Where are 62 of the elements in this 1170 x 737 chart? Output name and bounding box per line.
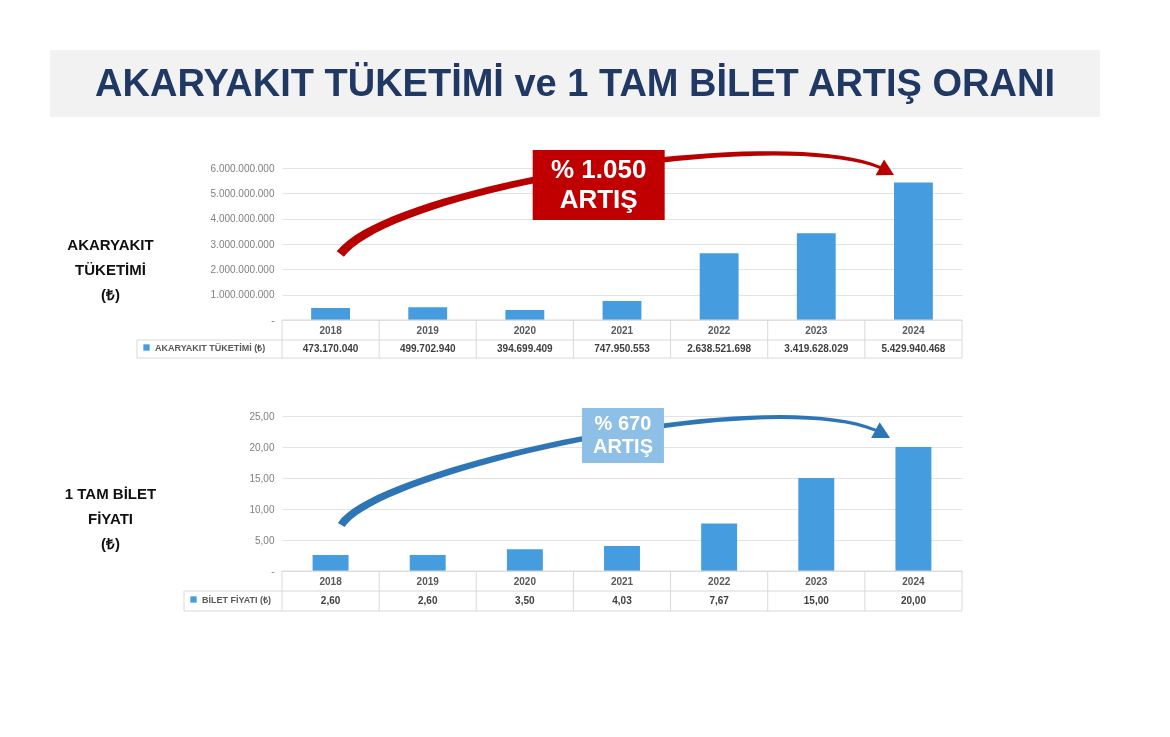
data-label: 2.638.521.698 — [687, 343, 752, 354]
x-tick-label: 2024 — [902, 575, 925, 587]
legend-label: BİLET FİYATI (₺) — [202, 594, 271, 605]
y-tick-label: 25,00 — [249, 410, 275, 422]
bar — [699, 253, 739, 320]
data-label: 2,60 — [417, 595, 438, 606]
bar — [506, 549, 543, 571]
y-tick-label: 1.000.000.000 — [210, 289, 275, 301]
bar — [604, 546, 640, 571]
y-tick-label: - — [271, 565, 275, 577]
annotation: % 1.050 ARTIŞ — [550, 154, 647, 214]
y-tick-label: 6.000.000.000 — [210, 162, 275, 174]
y-tick-label: 4.000.000.000 — [210, 213, 275, 225]
data-label: 2,60 — [320, 595, 341, 606]
data-label: 473.170.040 — [302, 343, 359, 354]
x-tick-label: 2024 — [902, 324, 925, 336]
bar — [701, 523, 738, 571]
x-tick-label: 2019 — [416, 324, 440, 336]
x-tick-label: 2018 — [319, 324, 343, 336]
bar — [409, 554, 446, 571]
bar — [312, 554, 349, 571]
legend-label: AKARYAKIT TÜKETİMİ (₺) — [155, 342, 266, 353]
chart-title: AKARYAKIT TÜKETİMİ ve 1 TAM BİLET ARTIŞ ORANI — [95, 61, 1055, 104]
bar — [796, 233, 836, 320]
data-label: 747.950.553 — [594, 343, 651, 354]
y-tick-label: - — [271, 314, 275, 326]
y-tick-label: 3.000.000.000 — [210, 238, 275, 250]
x-tick-label: 2019 — [416, 575, 440, 587]
y-axis-title: 1 TAM BİLET FİYATI (₺) — [64, 485, 157, 552]
x-tick-label: 2022 — [708, 324, 731, 336]
data-label: 5.429.940.468 — [881, 343, 946, 354]
bar — [798, 478, 835, 571]
y-axis-title: AKARYAKIT TÜKETİMİ (₺) — [67, 235, 154, 303]
x-tick-label: 2021 — [610, 575, 634, 587]
x-tick-label: 2022 — [708, 575, 731, 587]
data-label: 4,03 — [612, 595, 633, 606]
y-tick-label: 2.000.000.000 — [210, 263, 275, 275]
data-label: 394.699.409 — [497, 343, 554, 354]
x-tick-label: 2021 — [610, 324, 634, 336]
y-tick-label: 5,00 — [255, 534, 275, 546]
y-tick-label: 5.000.000.000 — [210, 187, 275, 199]
x-tick-label: 2023 — [805, 324, 828, 336]
y-tick-label: 10,00 — [249, 503, 275, 515]
bar — [602, 301, 642, 320]
x-tick-label: 2018 — [319, 575, 343, 587]
data-label: 3,50 — [515, 595, 536, 606]
data-label: 20,00 — [900, 595, 927, 606]
x-tick-label: 2020 — [513, 575, 537, 587]
bar — [408, 307, 448, 320]
x-tick-label: 2020 — [513, 324, 537, 336]
bar — [894, 182, 933, 320]
x-tick-label: 2023 — [805, 575, 828, 587]
data-label: 7,67 — [709, 595, 730, 606]
annotation: % 670 ARTIŞ — [592, 412, 653, 457]
data-label: 499.702.940 — [399, 343, 456, 354]
data-label: 3.419.628.029 — [784, 343, 849, 354]
y-tick-label: 20,00 — [249, 441, 275, 453]
bar — [311, 308, 350, 320]
bar — [895, 447, 932, 571]
bar — [505, 310, 545, 320]
data-label: 15,00 — [803, 595, 830, 606]
y-tick-label: 15,00 — [249, 472, 275, 484]
